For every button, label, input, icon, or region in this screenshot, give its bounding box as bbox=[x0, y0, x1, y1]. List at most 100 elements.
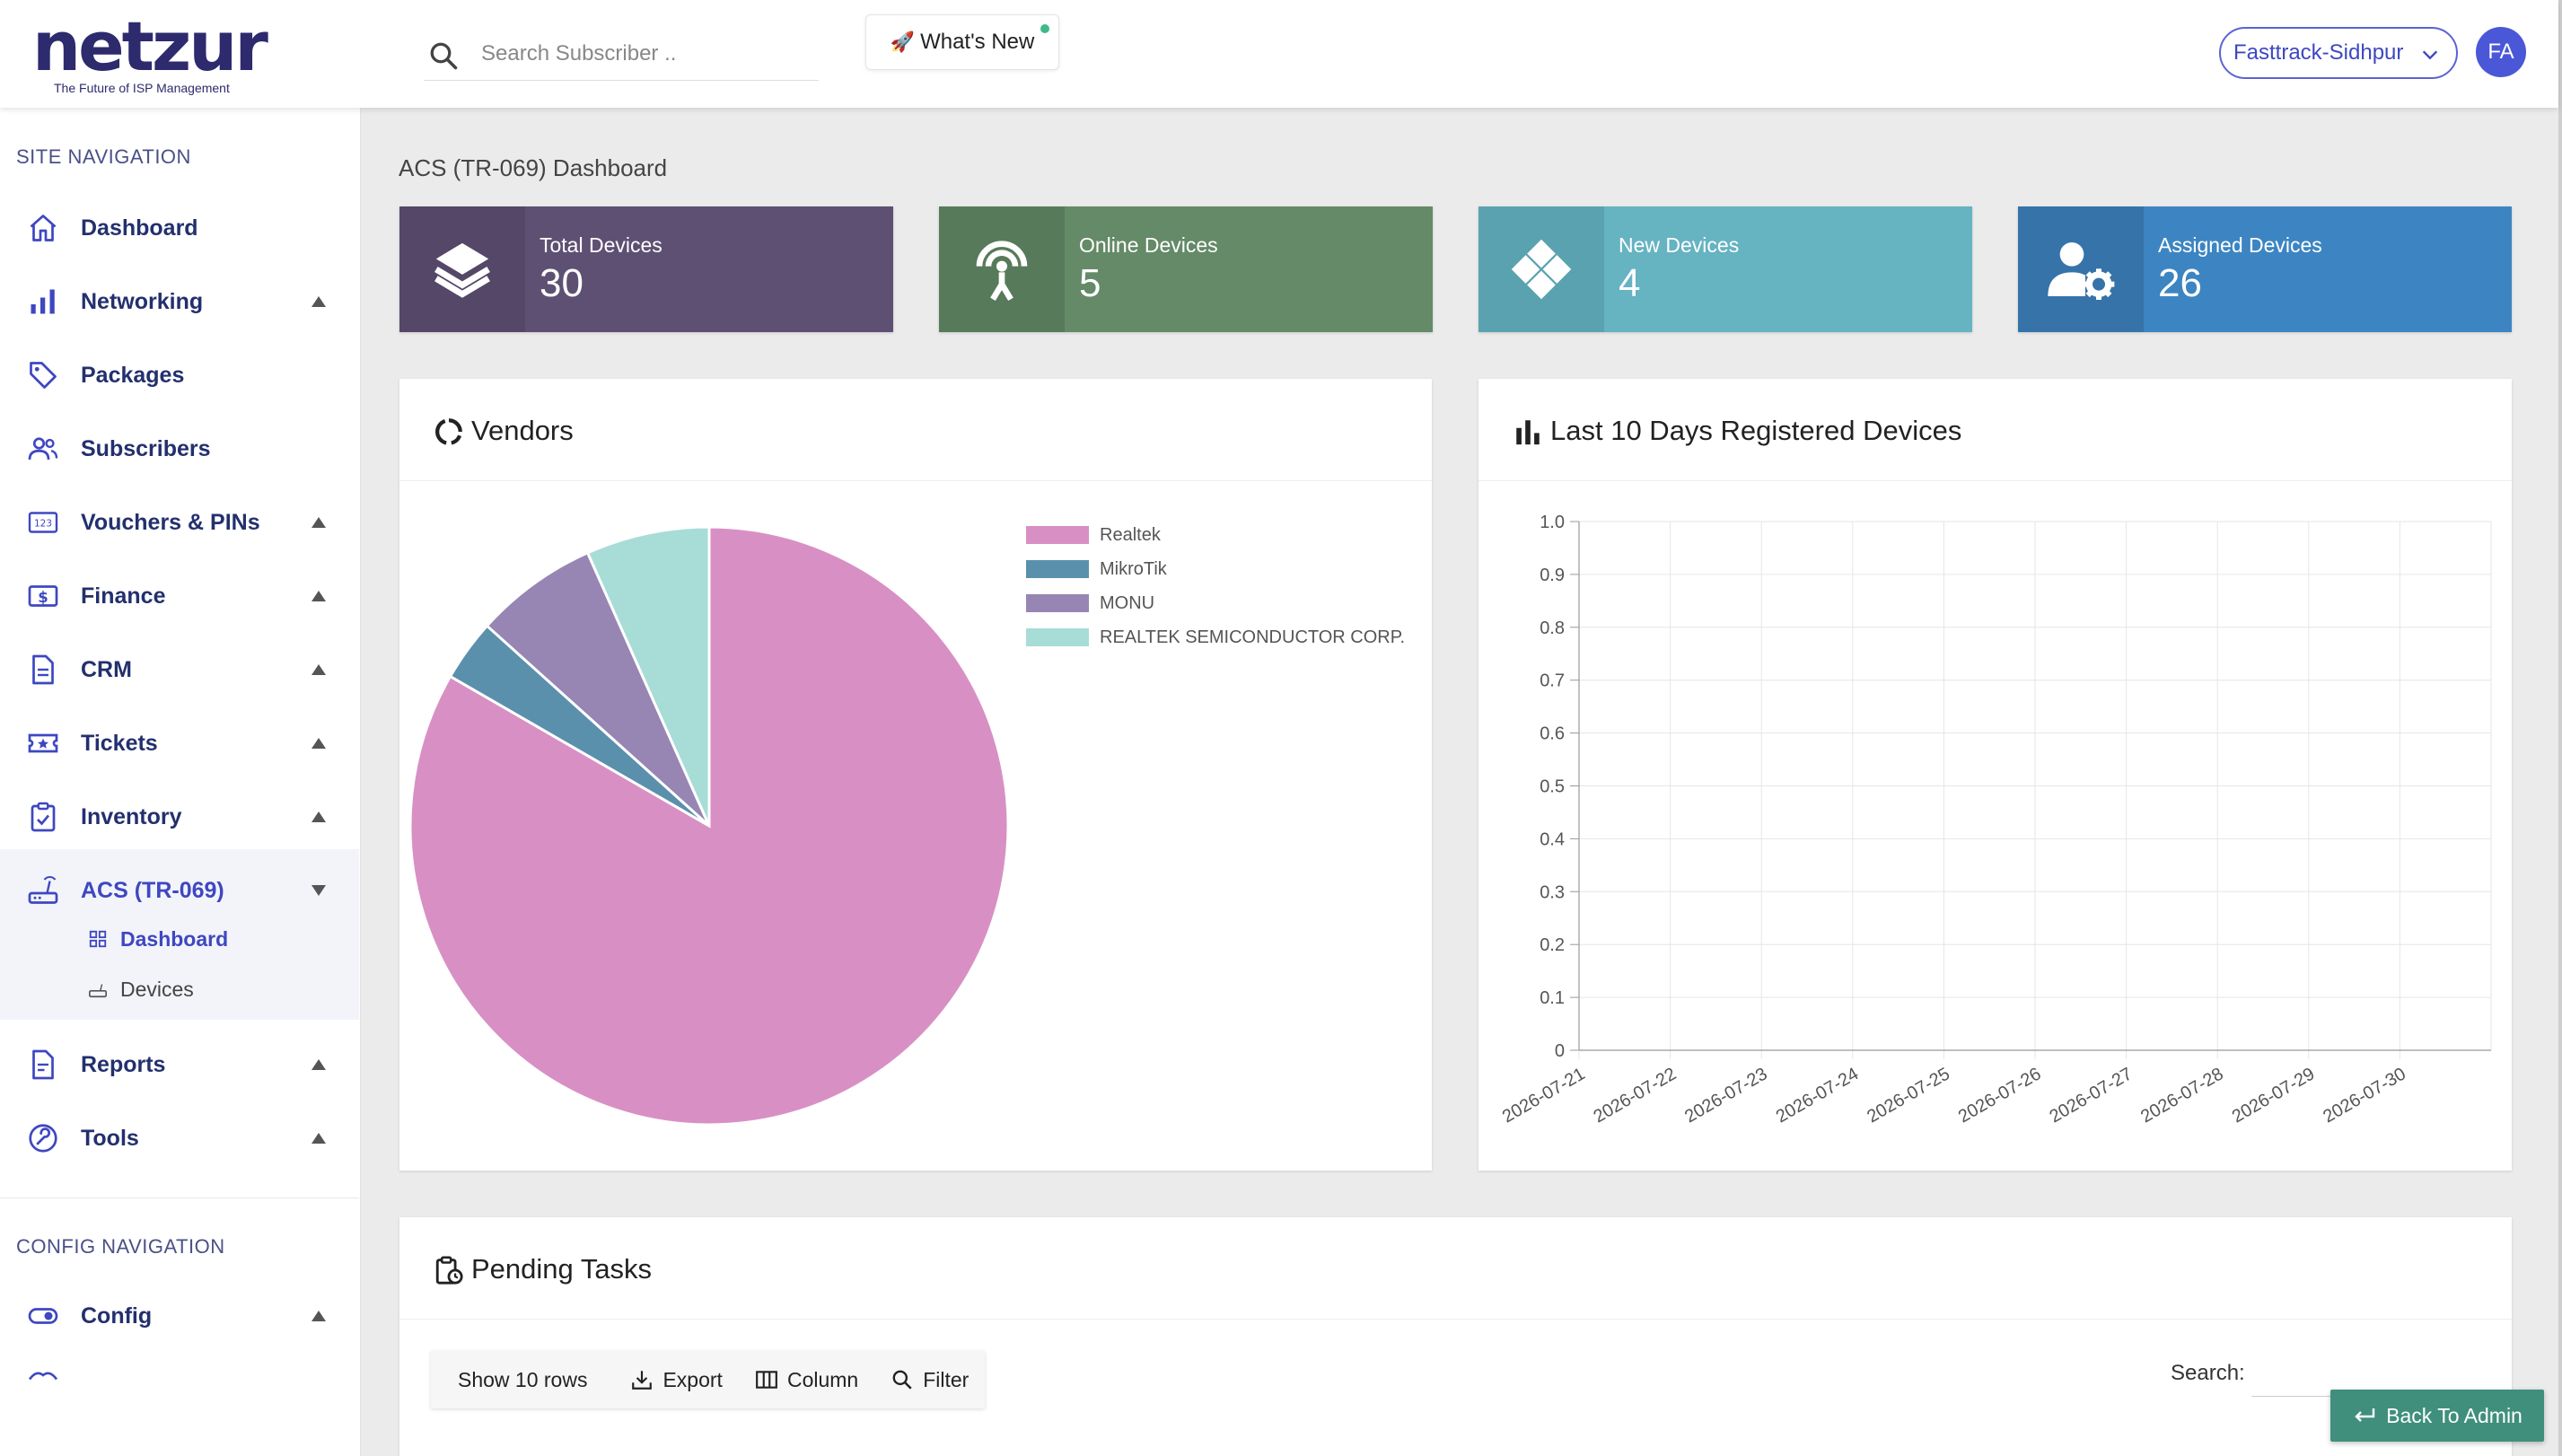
page-title: ACS (TR-069) Dashboard bbox=[399, 154, 668, 181]
router-icon bbox=[89, 984, 107, 998]
card-header: Pending Tasks bbox=[399, 1217, 2512, 1320]
y-tick-label: 0.9 bbox=[1540, 566, 1565, 585]
home-icon bbox=[30, 215, 57, 241]
sidebar-item-acs[interactable]: ACS (TR-069) bbox=[0, 858, 359, 921]
sidebar-item-vouchers[interactable]: 123 Vouchers & PINs bbox=[0, 490, 359, 553]
pie-slice-monu[interactable] bbox=[485, 550, 711, 828]
site-selector-value: Fasttrack-Sidhpur bbox=[2233, 40, 2404, 65]
vendors-pie-chart bbox=[408, 525, 1010, 1127]
router-icon bbox=[28, 876, 58, 904]
sidebar-divider bbox=[0, 1197, 359, 1198]
y-tick-label: 0.3 bbox=[1540, 882, 1565, 902]
sidebar-item-inventory[interactable]: Inventory bbox=[0, 785, 359, 847]
stat-label: Assigned Devices bbox=[2158, 233, 2322, 257]
search-input[interactable] bbox=[481, 38, 813, 70]
sidebar-item-subscribers[interactable]: Subscribers bbox=[0, 417, 359, 479]
sidebar-item-dashboard[interactable]: Dashboard bbox=[0, 196, 359, 259]
stat-value: 4 bbox=[1619, 261, 1641, 305]
search-icon bbox=[430, 42, 458, 70]
show-rows-button[interactable]: Show 10 rows bbox=[431, 1351, 615, 1408]
sidebar-item-label: Inventory bbox=[81, 804, 182, 829]
sidebar-item-finance[interactable]: $ Finance bbox=[0, 564, 359, 627]
stat-card-assigned-devices[interactable]: Assigned Devices 26 bbox=[2018, 206, 2512, 332]
stat-body: Total Devices 30 bbox=[525, 206, 893, 332]
clipboard-check-icon bbox=[31, 802, 56, 832]
x-tick-label: 2026-07-21 bbox=[1499, 1064, 1589, 1127]
site-selector[interactable]: Fasttrack-Sidhpur bbox=[2219, 27, 2458, 79]
caret-up-icon bbox=[311, 591, 326, 601]
filter-button[interactable]: Filter bbox=[874, 1351, 986, 1408]
y-tick-label: 0.5 bbox=[1540, 777, 1565, 797]
stat-icon-box bbox=[1478, 206, 1604, 332]
stat-icon-box bbox=[2018, 206, 2144, 332]
export-label: Export bbox=[662, 1367, 723, 1391]
legend-label: Realtek bbox=[1100, 524, 1161, 545]
diamond-icon bbox=[1511, 239, 1572, 300]
back-to-admin-button[interactable]: Back To Admin bbox=[2330, 1390, 2544, 1442]
x-tick-label: 2026-07-29 bbox=[2229, 1064, 2319, 1127]
x-tick-label: 2026-07-22 bbox=[1590, 1064, 1680, 1127]
sidebar-item-crm[interactable]: CRM bbox=[0, 637, 359, 700]
legend-swatch bbox=[1026, 594, 1089, 612]
sidebar-item-networking[interactable]: Networking bbox=[0, 269, 359, 332]
sidebar-item-tools[interactable]: Tools bbox=[0, 1106, 359, 1169]
ticket-icon bbox=[28, 733, 58, 753]
bar-chart-icon bbox=[1516, 420, 1540, 445]
x-tick-label: 2026-07-26 bbox=[1955, 1064, 2045, 1127]
sidebar-item-config[interactable]: Config bbox=[0, 1284, 359, 1346]
y-tick-label: 0.6 bbox=[1540, 724, 1565, 744]
page-scrollbar[interactable] bbox=[2558, 0, 2562, 1456]
export-button[interactable]: Export bbox=[614, 1351, 739, 1408]
notification-dot bbox=[1040, 24, 1049, 33]
avatar[interactable]: FA bbox=[2476, 27, 2526, 77]
sidebar-subitem-acs-dashboard[interactable]: Dashboard bbox=[88, 921, 228, 957]
logo-wordmark: netzur bbox=[32, 6, 268, 86]
user-gear-icon bbox=[2048, 242, 2115, 301]
legend-item[interactable]: Realtek bbox=[1026, 524, 1161, 546]
legend-swatch bbox=[1026, 526, 1089, 544]
sidebar-item-label: Config bbox=[81, 1303, 153, 1329]
legend-item[interactable]: REALTEK SEMICONDUCTOR CORP. bbox=[1026, 627, 1405, 648]
layers-icon bbox=[434, 242, 490, 298]
sidebar-item-packages[interactable]: Packages bbox=[0, 343, 359, 406]
sidebar-item-label: Subscribers bbox=[81, 436, 211, 461]
stat-label: Total Devices bbox=[540, 233, 662, 257]
registered-devices-card: Last 10 Days Registered Devices 0 0.1 0.2 0… bbox=[1478, 379, 2512, 1171]
x-tick-label: 2026-07-30 bbox=[2320, 1064, 2409, 1127]
y-tick-label: 0 bbox=[1555, 1041, 1565, 1061]
x-tick-label: 2026-07-24 bbox=[1773, 1064, 1863, 1127]
stat-card-new-devices[interactable]: New Devices 4 bbox=[1478, 206, 1972, 332]
legend-item[interactable]: MONU bbox=[1026, 592, 1154, 614]
legend-swatch bbox=[1026, 560, 1089, 578]
sidebar-item-tickets[interactable]: Tickets bbox=[0, 711, 359, 774]
stat-body: New Devices 4 bbox=[1604, 206, 1972, 332]
sidebar-item-reports[interactable]: Reports bbox=[0, 1032, 359, 1095]
y-tick-label: 0.8 bbox=[1540, 618, 1565, 638]
chevron-down-icon bbox=[2422, 50, 2438, 60]
sidebar-item-label: Reports bbox=[81, 1052, 166, 1077]
svg-text:$: $ bbox=[38, 589, 48, 606]
sidebar-subitem-acs-devices[interactable]: Devices bbox=[88, 971, 194, 1007]
stat-card-online-devices[interactable]: Online Devices 5 bbox=[939, 206, 1433, 332]
y-tick-label: 0.4 bbox=[1540, 829, 1565, 849]
pin-code-icon: 123 bbox=[28, 512, 58, 533]
avatar-initials: FA bbox=[2487, 39, 2514, 64]
logo-tagline: The Future of ISP Management bbox=[54, 81, 230, 95]
pie-slice-realtek-semiconductor-corp[interactable] bbox=[585, 525, 711, 827]
legend-label: REALTEK SEMICONDUCTOR CORP. bbox=[1100, 627, 1406, 647]
netzur-logo[interactable]: netzur The Future of ISP Management bbox=[32, 6, 268, 96]
legend-item[interactable]: MikroTik bbox=[1026, 558, 1167, 580]
column-button[interactable]: Column bbox=[738, 1351, 875, 1408]
donut-chart-icon bbox=[435, 418, 462, 445]
card-title: Pending Tasks bbox=[471, 1253, 653, 1285]
legend-swatch bbox=[1026, 628, 1089, 646]
stat-card-total-devices[interactable]: Total Devices 30 bbox=[399, 206, 893, 332]
stat-value: 30 bbox=[540, 261, 583, 305]
stat-body: Online Devices 5 bbox=[1065, 206, 1433, 332]
caret-up-icon bbox=[311, 811, 326, 822]
whats-new-button[interactable]: 🚀 What's New bbox=[865, 14, 1059, 70]
caret-up-icon bbox=[311, 517, 326, 528]
card-header: Last 10 Days Registered Devices bbox=[1478, 379, 2512, 481]
column-label: Column bbox=[786, 1367, 859, 1391]
sidebar-item-label: Tools bbox=[81, 1126, 139, 1151]
